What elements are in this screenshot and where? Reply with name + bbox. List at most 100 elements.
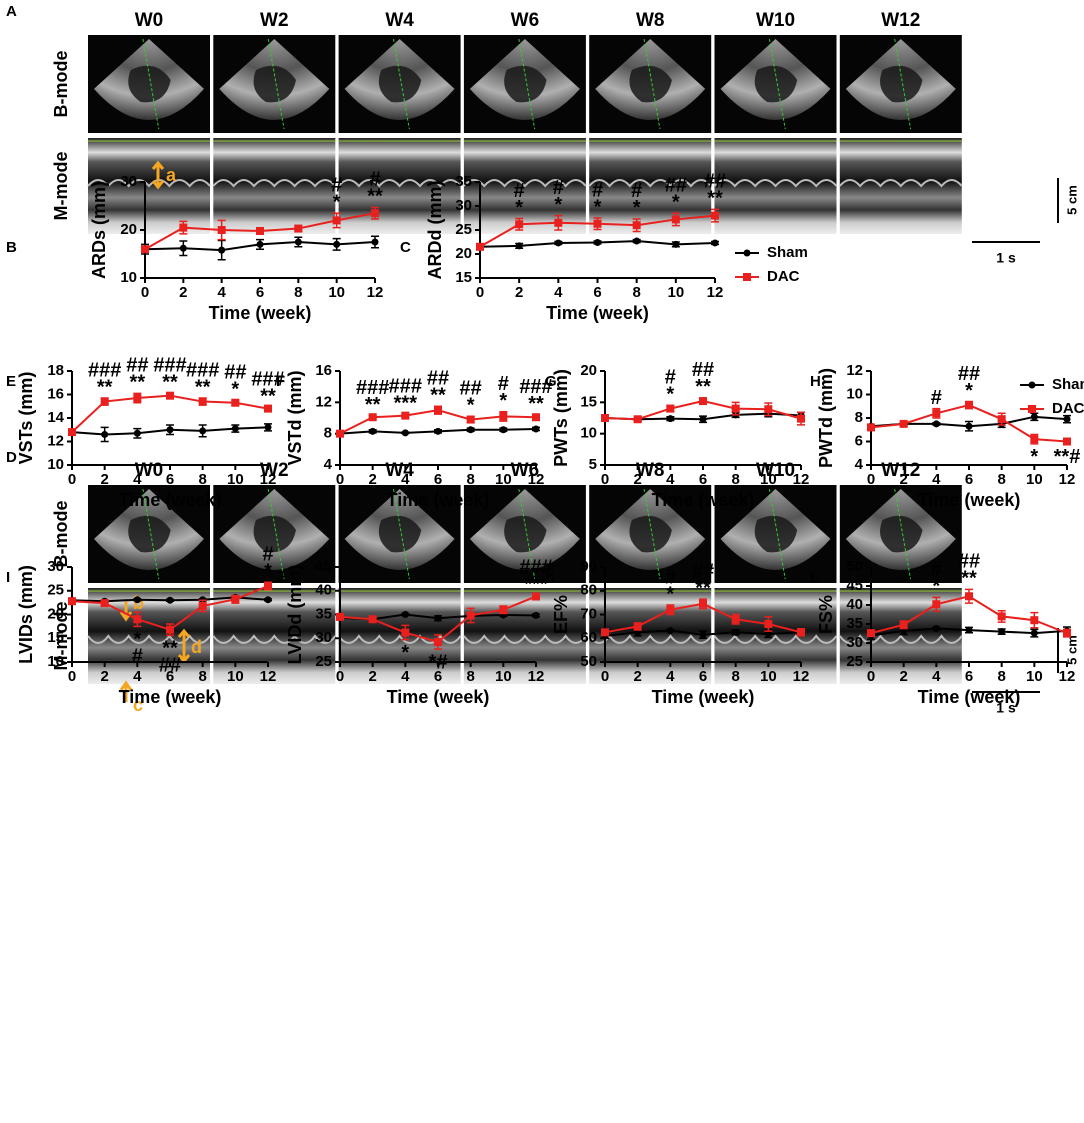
week-label: W12 (881, 10, 920, 31)
x-tick-label: 2 (100, 668, 108, 685)
y-tick-label: 16 (47, 385, 64, 402)
data-point (711, 239, 719, 247)
x-tick-label: 4 (401, 668, 410, 685)
x-tick-label: 8 (997, 668, 1005, 685)
data-point (515, 220, 524, 229)
data-point (867, 629, 875, 638)
data-point (434, 427, 442, 435)
significance-mark: * (932, 576, 940, 598)
data-point (632, 221, 641, 230)
significance-mark: * (666, 384, 674, 406)
scale-distance: 5 cm (1064, 635, 1079, 665)
chart: K 50 60 70 80 90 0 2 4 6 8 10 12 Time (week) EF% #* ##** (545, 558, 809, 707)
legend-label: Sham (1052, 376, 1084, 393)
x-tick-label: 8 (198, 668, 206, 685)
data-point (466, 415, 475, 424)
significance-mark: # (665, 367, 676, 389)
x-tick-label: 10 (328, 284, 345, 301)
significance-mark: # (498, 373, 509, 395)
y-tick-label: 35 (846, 615, 863, 632)
data-point (899, 620, 908, 629)
significance-mark: * (1030, 446, 1038, 468)
x-tick-label: 10 (1026, 471, 1043, 488)
data-point (264, 596, 272, 604)
scale-distance: 5 cm (1064, 185, 1079, 215)
significance-mark: ## (665, 174, 687, 196)
y-tick-label: 4 (855, 456, 864, 473)
data-point (666, 605, 675, 614)
significance-mark: *** (524, 573, 548, 595)
significance-mark: # (665, 566, 676, 588)
x-tick-label: 4 (217, 284, 226, 301)
data-point (371, 238, 379, 246)
x-tick-label: 2 (100, 471, 108, 488)
data-point (666, 404, 675, 413)
data-point (332, 216, 341, 225)
scan-line (768, 38, 786, 130)
x-tick-label: 6 (699, 668, 707, 685)
y-tick-label: 80 (580, 582, 597, 599)
data-point (466, 611, 475, 620)
significance-mark: *** (394, 392, 418, 414)
data-point (401, 411, 410, 420)
x-axis-label: Time (week) (119, 490, 222, 510)
data-point (554, 218, 563, 227)
significance-mark: * (499, 390, 507, 412)
x-tick-label: 12 (528, 668, 545, 685)
y-tick-label: 5 (589, 456, 597, 473)
data-point (711, 211, 719, 220)
data-point (764, 620, 773, 628)
y-tick-label: 90 (580, 558, 597, 575)
x-tick-label: 6 (434, 668, 442, 685)
y-tick-label: 20 (120, 221, 137, 238)
b-mode-chamber (253, 515, 296, 553)
data-point (532, 611, 540, 619)
data-point (764, 630, 772, 638)
y-axis-label: VSTd (mm) (285, 370, 305, 465)
data-point (68, 597, 76, 606)
panel-letter: C (400, 239, 411, 256)
row-label: B-mode (51, 51, 71, 118)
week-label: W6 (511, 10, 540, 31)
significance-mark: ** (707, 188, 723, 210)
data-point (294, 238, 302, 246)
x-tick-label: 6 (965, 668, 973, 685)
significance-mark: ** (365, 394, 381, 416)
m-mode-wave (713, 634, 838, 644)
data-point (166, 596, 174, 604)
b-mode-chamber (128, 65, 171, 103)
data-point (731, 404, 740, 413)
marker-arrow (119, 680, 133, 702)
scan-line (393, 38, 410, 130)
data-point (699, 599, 707, 608)
x-tick-label: 8 (997, 471, 1005, 488)
data-point (499, 426, 507, 434)
x-axis-label: Time (week) (652, 490, 755, 510)
b-mode-chamber (378, 515, 422, 553)
x-tick-label: 6 (699, 471, 707, 488)
y-axis-label: ARDs (mm) (89, 181, 109, 279)
y-tick-label: 30 (120, 173, 137, 190)
data-point (797, 414, 805, 423)
y-tick-label: 6 (855, 432, 863, 449)
y-tick-label: 8 (324, 425, 332, 442)
x-tick-label: 6 (965, 471, 973, 488)
scan-line (768, 488, 786, 580)
x-tick-label: 4 (133, 471, 142, 488)
data-point (231, 595, 240, 604)
m-mode-wave (463, 634, 587, 644)
data-point (666, 627, 674, 635)
y-tick-label: 25 (315, 653, 332, 670)
marker-label: a (166, 165, 177, 185)
data-point (100, 599, 109, 608)
x-tick-label: 10 (227, 668, 244, 685)
data-point (764, 405, 773, 414)
data-point (264, 582, 272, 590)
x-tick-label: 2 (899, 471, 907, 488)
m-mode-wave (713, 179, 838, 188)
significance-mark: # (514, 180, 525, 202)
significance-mark: ### (519, 556, 552, 578)
data-point (867, 423, 875, 432)
m-mode-wave (838, 634, 963, 644)
